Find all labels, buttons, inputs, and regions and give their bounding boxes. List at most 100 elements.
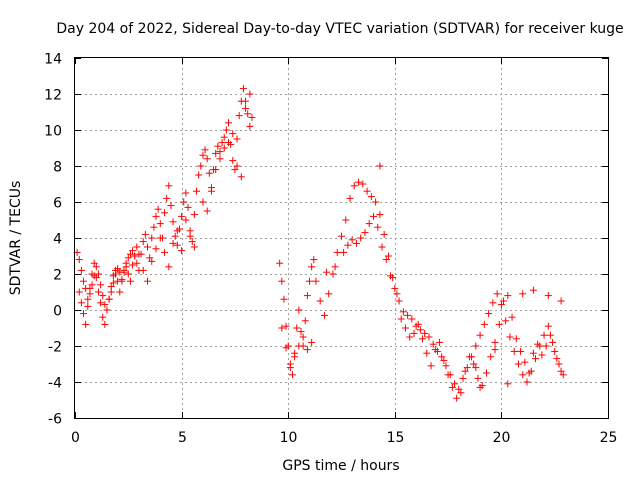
data-point [529,349,537,357]
y-tick-label: 4 [53,232,62,248]
y-tick-label: 10 [44,124,62,140]
data-point [472,364,480,372]
data-point [156,234,164,242]
data-point [491,338,499,346]
data-point [297,328,305,336]
data-point [468,353,476,361]
data-point [163,194,171,202]
y-tick-label: 12 [44,88,62,104]
data-point [316,297,324,305]
data-point [139,266,147,274]
data-point [346,194,354,202]
data-point [133,243,141,251]
data-point [538,351,546,359]
data-point [438,353,446,361]
data-point [169,218,177,226]
data-point [94,270,102,278]
data-point [220,144,228,152]
y-tick-label: 8 [53,160,62,176]
data-point [150,223,158,231]
data-point [416,326,424,334]
data-point [299,333,307,341]
data-point [393,290,401,298]
data-point [94,288,102,296]
data-point [408,315,416,323]
data-point [532,355,540,363]
data-point [455,385,463,393]
data-point [544,292,552,300]
data-point [220,133,228,141]
data-point [342,216,350,224]
data-point [472,342,480,350]
data-point [506,333,514,341]
data-point [442,362,450,370]
data-point [212,149,220,157]
data-point [109,279,117,287]
data-point [365,220,373,228]
data-point [101,320,109,328]
data-point [293,324,301,332]
data-point [216,148,224,156]
data-point [109,272,117,280]
data-point [412,322,420,330]
data-point [352,239,360,247]
data-point [504,380,512,388]
data-point [487,353,495,361]
data-point [188,238,196,246]
y-tick-label: 0 [53,304,62,320]
data-point [99,292,107,300]
data-point [380,230,388,238]
data-point [529,286,537,294]
data-point [116,288,124,296]
data-point [555,360,563,368]
data-point [154,205,162,213]
data-point [169,239,177,247]
data-point [448,383,456,391]
data-point [453,394,461,402]
data-point [325,290,333,298]
data-point [143,277,151,285]
data-point [357,234,365,242]
data-point [120,268,128,276]
data-point [214,142,222,150]
data-point [500,297,508,305]
data-point [282,344,290,352]
y-tick-label: -6 [48,412,62,428]
x-tick-label: 0 [71,430,80,446]
data-point [429,340,437,348]
data-point [239,85,247,93]
x-tick-label: 5 [178,430,187,446]
data-point [410,329,418,337]
data-point [348,236,356,244]
data-point [195,171,203,179]
data-point [231,166,239,174]
data-point [131,252,139,260]
data-point [446,371,454,379]
data-point [517,347,525,355]
data-point [440,356,448,364]
data-point [146,254,154,262]
data-point [229,157,237,165]
data-point [280,295,288,303]
data-point [338,232,345,240]
data-point [491,346,499,354]
data-point [406,333,414,341]
data-point [84,302,92,310]
data-point [421,329,429,337]
data-point [84,295,92,303]
data-point [97,281,105,289]
data-point [476,383,484,391]
data-point [80,277,88,285]
data-point [369,212,377,220]
data-point [514,360,522,368]
data-point [129,261,137,269]
data-point [190,211,198,219]
data-point [544,322,552,330]
data-point [242,97,250,105]
x-axis-label: GPS time / hours [282,458,399,474]
data-point [306,277,314,285]
data-point [295,342,303,350]
data-point [433,347,441,355]
data-point [199,151,207,159]
data-point [161,248,169,256]
